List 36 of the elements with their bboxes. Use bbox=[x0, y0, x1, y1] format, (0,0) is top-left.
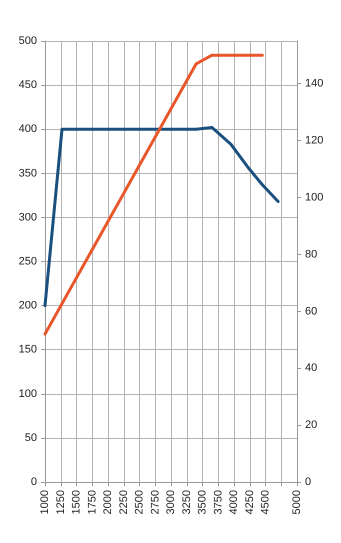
y-tick-label: 400 bbox=[18, 123, 37, 136]
x-tick-label: 3750 bbox=[212, 490, 224, 514]
x-tick-label: 1250 bbox=[54, 490, 67, 514]
x-tick-label: 2750 bbox=[149, 490, 162, 514]
y-tick-label: 50 bbox=[24, 432, 37, 444]
y-tick-label: 300 bbox=[18, 211, 37, 224]
x-tick-label: 4500 bbox=[260, 490, 272, 514]
y-tick-label: 100 bbox=[18, 388, 37, 400]
y2-tick-label: 80 bbox=[305, 248, 318, 260]
y-tick-label: 500 bbox=[18, 35, 37, 47]
y2-tick-label: 0 bbox=[305, 476, 312, 488]
x-tick-label: 4250 bbox=[244, 490, 256, 514]
x-tick-label: 2250 bbox=[118, 490, 130, 514]
y2-tick-label: 20 bbox=[305, 419, 318, 432]
y2-tick-label: 100 bbox=[305, 191, 324, 204]
y-tick-label: 200 bbox=[18, 300, 37, 312]
x-tick-label: 4000 bbox=[228, 490, 240, 514]
y2-tick-label: 120 bbox=[305, 134, 324, 147]
x-tick-label: 2500 bbox=[134, 490, 146, 514]
x-tick-label: 1000 bbox=[39, 490, 51, 514]
y-tick-label: 350 bbox=[18, 167, 37, 180]
y2-tick-label: 140 bbox=[305, 78, 324, 90]
x-tick-label: 3500 bbox=[196, 490, 208, 514]
y2-tick-label: 60 bbox=[305, 305, 318, 318]
x-tick-label: 1500 bbox=[70, 490, 82, 514]
y-tick-label: 450 bbox=[18, 79, 37, 92]
x-tick-label: 2000 bbox=[102, 490, 114, 514]
y2-tick-label: 40 bbox=[305, 362, 318, 374]
y-tick-label: 0 bbox=[30, 476, 37, 488]
x-tick-label: 5000 bbox=[291, 490, 303, 514]
x-tick-label: 3000 bbox=[165, 490, 177, 514]
x-tick-label: 1750 bbox=[86, 490, 98, 514]
y-tick-label: 250 bbox=[18, 256, 37, 268]
x-tick-label: 3250 bbox=[180, 490, 193, 514]
line-series bbox=[44, 126, 280, 308]
y-tick-label: 150 bbox=[18, 344, 37, 356]
